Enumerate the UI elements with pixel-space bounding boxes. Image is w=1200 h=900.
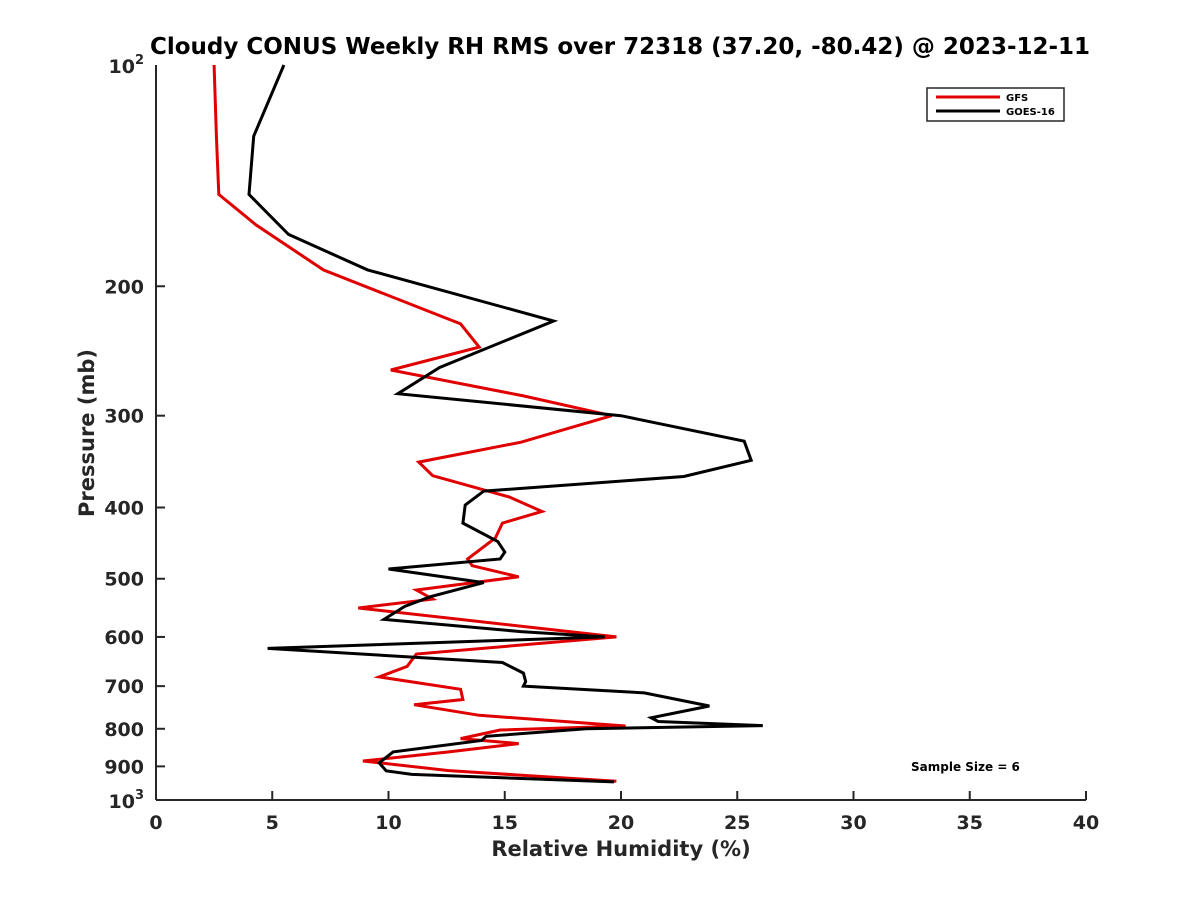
sample-size-annotation: Sample Size = 6 (911, 760, 1020, 774)
legend-label-gfs: GFS (1006, 93, 1028, 104)
x-tick-label: 30 (840, 812, 866, 834)
y-axis-label: Pressure (mb) (75, 349, 99, 517)
y-tick-label: 300 (104, 406, 144, 428)
legend: GFS GOES-16 (926, 87, 1065, 122)
x-axis-label: Relative Humidity (%) (491, 837, 750, 861)
series-line-gfs (212, 64, 626, 783)
y-tick-label: 600 (104, 627, 144, 649)
chart-title: Cloudy CONUS Weekly RH RMS over 72318 (3… (150, 34, 1090, 60)
x-tick-label: 5 (266, 812, 279, 834)
legend-label-goes16: GOES-16 (1006, 107, 1055, 118)
y-tick-label-exponent: 102 (109, 53, 145, 78)
y-tick-label: 900 (104, 756, 144, 778)
x-tick-label: 40 (1073, 812, 1099, 834)
x-ticks: 0 5 10 15 20 25 30 35 40 (149, 791, 1099, 834)
x-tick-label: 25 (724, 812, 750, 834)
y-tick-label: 700 (104, 676, 144, 698)
y-tick-label: 200 (104, 276, 144, 298)
y-ticks: 200 300 400 500 600 700 800 900 102 103 (104, 53, 165, 813)
series-layer (212, 64, 763, 784)
x-tick-label: 35 (957, 812, 983, 834)
y-tick-label: 800 (104, 719, 144, 741)
x-tick-label: 20 (608, 812, 634, 834)
series-line-goes16 (247, 64, 763, 784)
x-tick-label: 15 (492, 812, 518, 834)
x-tick-label: 0 (149, 812, 162, 834)
y-tick-label: 500 (104, 569, 144, 591)
y-tick-label-exponent: 103 (109, 788, 145, 813)
y-tick-label: 400 (104, 498, 144, 520)
x-tick-label: 10 (375, 812, 401, 834)
legend-box (926, 87, 1065, 122)
